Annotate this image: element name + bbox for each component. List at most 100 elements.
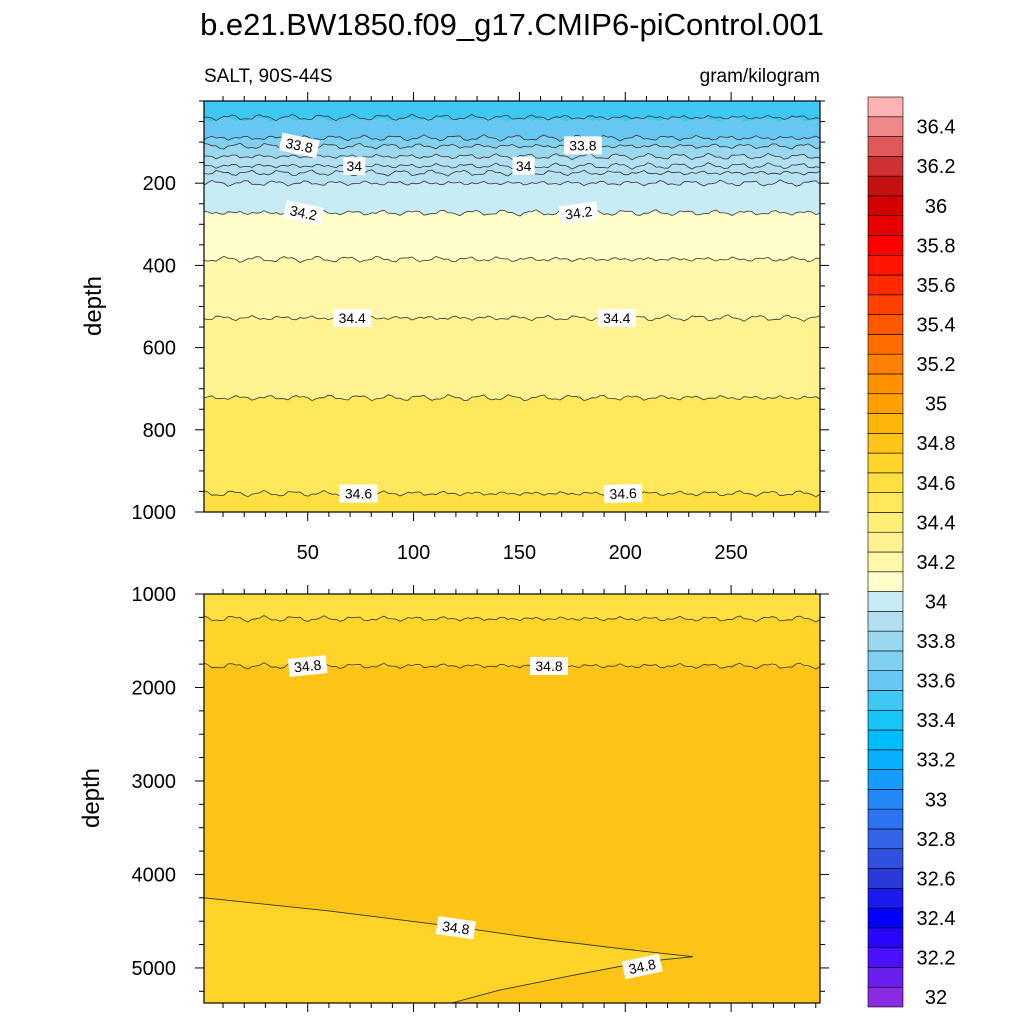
x-tick-label: 200 [609, 542, 642, 564]
upper-contour-line [204, 394, 820, 402]
colorbar: 32 32.2 32.4 32.6 32.8 33 33.2 33.4 33.6 33.8 34 34… [867, 96, 956, 1009]
deep-region-fill [204, 897, 693, 1003]
colorbar-cell [867, 294, 904, 315]
colorbar-cell [867, 808, 904, 830]
contour-label-text: 34.6 [345, 486, 372, 502]
upper-contour-line [204, 489, 820, 498]
y-tick-label: 1000 [132, 584, 177, 606]
colorbar-label: 33.2 [917, 750, 956, 772]
y-tick-label: 600 [143, 338, 176, 360]
contour-label-box [343, 156, 366, 175]
upper-contour-line [204, 179, 820, 187]
colorbar-cell [867, 947, 904, 968]
contour-label: 34 [512, 156, 535, 175]
upper-contour-line [204, 255, 820, 263]
colorbar-label: 33 [925, 789, 947, 811]
upper-band [204, 116, 820, 142]
colorbar-cell [867, 215, 904, 236]
colorbar-cell [867, 769, 904, 790]
upper-band [204, 256, 820, 322]
colorbar-cell [867, 235, 904, 256]
x-tick-label: 150 [503, 542, 536, 564]
colorbar-cell [867, 195, 904, 216]
upper-contour-line [204, 152, 820, 161]
upper-contour-line [204, 134, 820, 142]
contour-label-box [597, 309, 636, 327]
contour-label-box [563, 136, 602, 155]
colorbar-cell [867, 512, 904, 533]
contour-label: 33.8 [278, 132, 320, 159]
variable-label: SALT, 90S-44S [204, 66, 333, 87]
colorbar-label: 34.8 [917, 433, 956, 455]
upper-band [204, 314, 820, 401]
contour-label: 34.2 [283, 200, 324, 226]
upper-band [204, 143, 820, 160]
colorbar-cell [867, 907, 904, 929]
colorbar-cell [867, 630, 904, 652]
contour-label: 34.4 [597, 309, 636, 327]
colorbar-label: 33.4 [917, 710, 956, 732]
contour-label: 34.8 [287, 655, 328, 677]
colorbar-cell [867, 116, 904, 137]
colorbar-label: 35.4 [917, 315, 956, 337]
upper-panel: 33.8 33.8 34 34 34.2 34.2 34.4 34.4 34.6 34.6 50 10… [132, 92, 829, 564]
x-tick-label: 250 [714, 542, 747, 564]
colorbar-cell [867, 472, 904, 493]
contour-label-box [621, 953, 663, 980]
colorbar-cell [867, 175, 904, 197]
colorbar-cell [867, 393, 904, 414]
contour-label-text: 34 [347, 158, 363, 174]
upper-band [204, 394, 820, 497]
colorbar-cell [867, 670, 904, 691]
colorbar-cell [867, 452, 904, 474]
contour-label-box [287, 655, 328, 677]
colorbar-label: 34 [925, 591, 947, 613]
colorbar-cell [867, 927, 904, 948]
contour-label: 34.8 [435, 916, 476, 940]
upper-contour-line [204, 314, 820, 322]
contour-label: 34.6 [603, 483, 643, 504]
contour-label: 34.8 [530, 657, 568, 675]
upper-band [204, 209, 820, 263]
y-tick-label: 800 [143, 420, 176, 442]
contour-label-text: 33.8 [569, 137, 596, 153]
colorbar-cell [867, 254, 904, 276]
lower-contour-line [204, 615, 820, 623]
colorbar-label: 34.6 [917, 473, 956, 495]
colorbar-label: 35.2 [917, 354, 956, 376]
colorbar-label: 33.6 [917, 671, 956, 693]
colorbar-cell [867, 353, 904, 375]
lower-band [204, 594, 820, 622]
colorbar-cell [867, 334, 904, 355]
contour-label-box [530, 657, 568, 675]
colorbar-label: 32.2 [917, 948, 956, 970]
contour-label-text: 34.2 [289, 202, 319, 223]
contour-label: 34 [343, 156, 366, 175]
colorbar-cell [867, 551, 904, 573]
colorbar-cell [867, 492, 904, 513]
contour-label-text: 34 [516, 158, 532, 174]
colorbar-label: 35.8 [917, 235, 956, 257]
colorbar-label: 36.2 [917, 156, 956, 178]
upper-contour-line [204, 113, 820, 122]
colorbar-cell [867, 571, 904, 592]
contour-label-box [339, 484, 378, 503]
y-tick-label: 3000 [132, 771, 177, 793]
colorbar-cell [867, 96, 904, 118]
contour-label-text: 34.6 [609, 485, 637, 502]
upper-contour-line [204, 169, 820, 177]
contour-label-text: 34.8 [441, 918, 470, 938]
colorbar-cell [867, 650, 904, 671]
contour-label: 34.6 [339, 484, 378, 503]
contour-label-text: 34.2 [564, 203, 593, 223]
colorbar-label: 36 [925, 196, 947, 218]
contour-label-box [603, 483, 643, 504]
colorbar-label: 32.4 [917, 908, 956, 930]
y-tick-label: 2000 [132, 677, 177, 699]
colorbar-label: 32.8 [917, 829, 956, 851]
upper-ylabel: depth [80, 276, 107, 336]
colorbar-label: 35.6 [917, 275, 956, 297]
y-tick-label: 400 [143, 255, 176, 277]
lower-panel: 34.8 34.8 34.8 34.8 1000 2000 3000 4000 5000 [132, 584, 829, 1012]
